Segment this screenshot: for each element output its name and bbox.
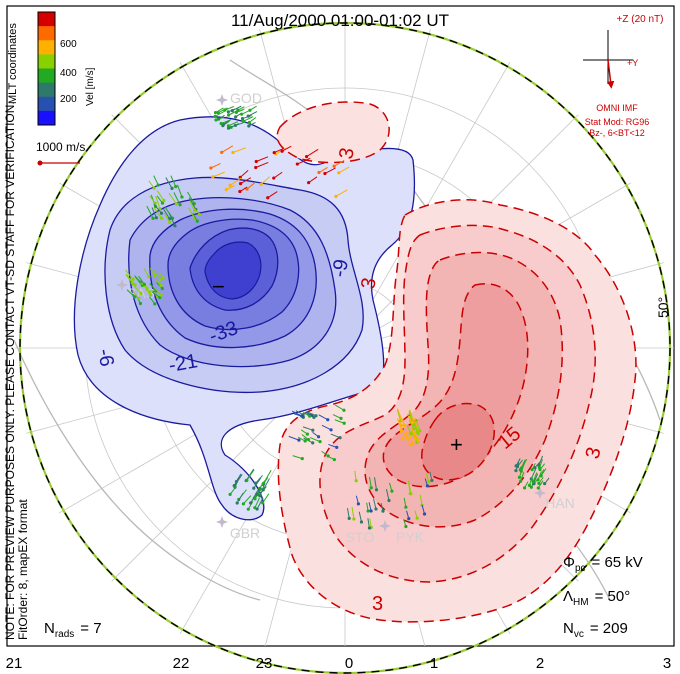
mlt-tick-23: 23 <box>256 655 273 672</box>
colorbar-tick-600: 600 <box>60 39 77 50</box>
mlt-tick-2: 2 <box>536 655 544 672</box>
radar-site-marker <box>216 94 228 106</box>
radar-site-han: HAN <box>545 495 575 511</box>
stat-model-label: Stat Mod: RG96 <box>585 117 650 127</box>
latitude-label-50: 50° <box>655 297 671 318</box>
n-rads-stat: Nrads = 7 <box>44 620 102 640</box>
colorbar-title: Vel [m/s] <box>85 67 96 106</box>
mlt-axis: 21 22 23 0 1 2 3 <box>6 655 672 672</box>
imf-scale-label: +Z (20 nT) <box>617 14 664 25</box>
imf-indicator: +Z (20 nT) +Y OMNI IMF Stat Mod: RG96 Bz… <box>583 14 663 138</box>
mlt-tick-22: 22 <box>173 655 190 672</box>
positive-cell <box>276 101 637 623</box>
potential-min-marker: − <box>212 274 225 299</box>
heppner-maynard-stat: ΛHM = 50° <box>563 588 630 608</box>
stats-block: Nrads = 7 Φpc = 65 kV ΛHM = 50° Nvc = 209 <box>44 554 643 640</box>
mlt-tick-3: 3 <box>663 655 671 672</box>
radar-site-marker <box>216 516 228 528</box>
radar-site-marker <box>534 487 546 499</box>
colorbar-tick-200: 200 <box>60 94 77 105</box>
mlt-tick-0: 0 <box>345 655 353 672</box>
contour-label-pos-3-top: 3 <box>335 146 359 161</box>
imf-y-label: +Y <box>627 58 638 68</box>
preview-note: NOTE: FOR PREVIEW PURPOSES ONLY. PLEASE … <box>3 101 17 640</box>
contour-label-pos-3-bottom: 3 <box>372 593 383 615</box>
radar-site-god: GOD <box>230 90 262 106</box>
vector-scale-label: 1000 m/s <box>36 140 85 154</box>
contour-labels: -9 -33 -21 -6 3 15 3 3 3 <box>93 146 606 615</box>
velocity-colorbar: 600 400 200 Vel [m/s] MLT coordinates <box>7 11 96 126</box>
mlt-tick-1: 1 <box>430 655 438 672</box>
vector-scale: 1000 m/s <box>36 140 85 166</box>
map-title: 11/Aug/2000 01:00-01:02 UT <box>231 11 449 30</box>
potential-max-marker: + <box>450 432 463 457</box>
radar-site-sto: STO <box>346 529 375 545</box>
n-vectors-stat: Nvc = 209 <box>563 620 628 640</box>
contour-label-neg-21: -21 <box>167 350 199 377</box>
colorbar-tick-400: 400 <box>60 68 77 79</box>
mlt-tick-21: 21 <box>6 655 23 672</box>
radar-site-gbr: GBR <box>230 525 260 541</box>
radar-site-pyk: PYK <box>396 529 425 545</box>
cross-polar-potential-stat: Φpc = 65 kV <box>563 554 643 574</box>
negative-cell <box>73 116 416 521</box>
radar-site-marker <box>379 520 391 532</box>
latitude-boundary-dash <box>19 22 671 674</box>
contour-label-neg-6: -6 <box>93 347 118 368</box>
radar-site-marker <box>116 279 128 291</box>
mlt-coordinates-label: MLT coordinates <box>7 23 19 104</box>
contour-label-neg-9-top: -9 <box>328 258 353 279</box>
imf-source-label: OMNI IMF <box>596 103 638 113</box>
contour-label-pos-3-left: 3 <box>357 276 381 291</box>
contour-label-pos-3-right: 3 <box>582 445 606 461</box>
stat-model-conditions: Bz-, 6<BT<12 <box>589 128 645 138</box>
fit-order-note: FitOrder: 8, mapEX format <box>16 499 30 640</box>
velocity-vectors <box>125 105 550 530</box>
